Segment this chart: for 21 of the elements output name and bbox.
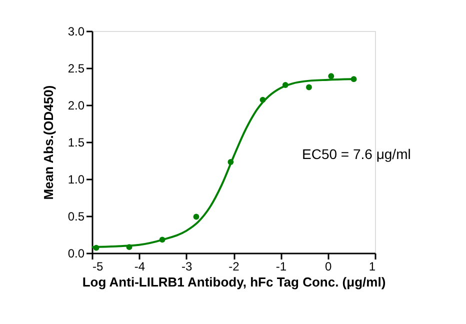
- annotation: EC50 = 7.6 μg/ml: [302, 146, 411, 162]
- point: [193, 214, 200, 220]
- x-tick-label: -2: [228, 260, 240, 274]
- x-axis-title: Log Anti-LILRB1 Antibody, hFc Tag Conc. (μg/ml): [82, 274, 386, 290]
- y-tick-label: 0.5: [68, 210, 85, 224]
- y-tick-label: 2.5: [68, 62, 85, 76]
- y-tick-label: 1.0: [68, 172, 85, 186]
- y-tick-label: 0.0: [68, 246, 85, 260]
- point: [306, 84, 312, 90]
- y-tick-label: 2.0: [68, 98, 85, 112]
- x-tick-label: -1: [276, 260, 287, 274]
- y-tick-label: 1.5: [68, 136, 85, 150]
- y-tick-label: 3.0: [68, 24, 85, 38]
- x-tick-label: 0: [324, 260, 332, 274]
- x-tick-label: -4: [134, 260, 146, 274]
- point: [328, 73, 334, 80]
- x-tick-label: -5: [92, 260, 104, 274]
- x-tick-label: 1: [368, 260, 376, 274]
- y-axis-title: Mean Abs.(OD450): [40, 85, 56, 200]
- point: [350, 76, 357, 82]
- x-tick-label: -3: [181, 260, 192, 274]
